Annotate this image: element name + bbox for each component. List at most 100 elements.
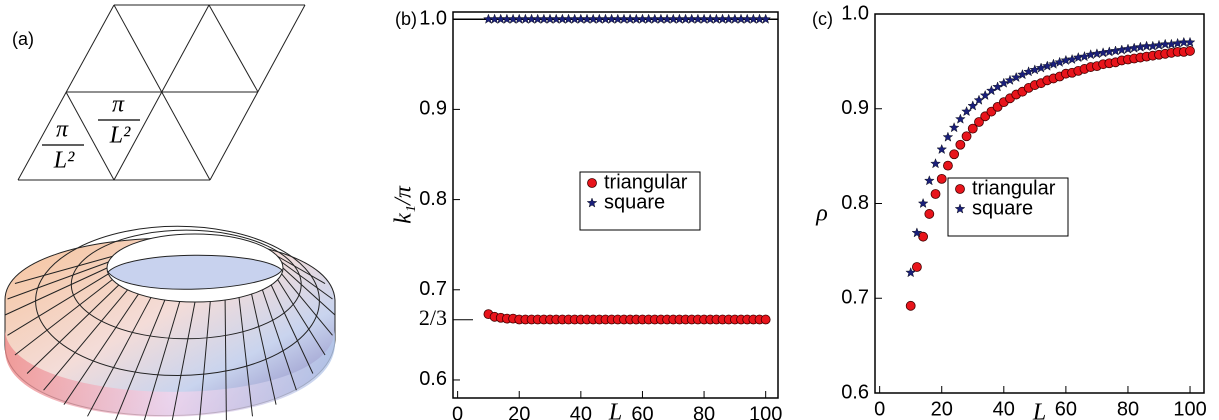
star-marker: [961, 106, 972, 117]
legend-box: [947, 177, 1069, 237]
mesh-line: [14, 255, 113, 285]
y-tick-label: 0.7: [419, 278, 447, 300]
star-marker: [955, 113, 966, 124]
mesh-line: [115, 299, 166, 420]
circle-marker: [936, 173, 947, 184]
y-tick-label: 0.9: [419, 98, 447, 120]
x-tick-label: 60: [1055, 398, 1077, 420]
mesh-line: [63, 293, 139, 405]
star-marker: [954, 203, 966, 214]
star-marker: [1017, 69, 1028, 80]
legend-label: square: [972, 197, 1033, 219]
x-tick-label: 100: [749, 403, 782, 420]
star-marker: [998, 77, 1010, 88]
legend-label: triangular: [972, 177, 1056, 199]
star-marker: [911, 227, 923, 238]
chart: (b) 0 20 40 60 80 100 0.6 2/3 0.7 0.8 0.9 1.0 Lk₁/π tr…: [391, 7, 783, 420]
mesh-line: [277, 255, 326, 284]
mesh-line: [261, 289, 297, 391]
mesh-line: [270, 284, 314, 374]
mesh-line: [7, 273, 109, 336]
mesh-line: [199, 301, 211, 420]
circle-marker: [961, 131, 972, 142]
circle-marker: [912, 262, 922, 272]
circle-marker: [967, 123, 978, 134]
circle-marker: [918, 231, 929, 242]
legend-box: [579, 171, 701, 231]
mesh-line: [4, 267, 108, 316]
x-axis-label: L: [1032, 400, 1046, 420]
circle-marker: [955, 184, 965, 194]
y-tick-label: 0.7: [841, 287, 869, 309]
circle-marker: [760, 314, 771, 325]
fraction: π L²: [42, 117, 84, 174]
circle-marker: [930, 189, 941, 199]
star-marker: [917, 197, 929, 208]
x-tick-label: 20: [508, 403, 530, 420]
star-marker: [1010, 71, 1022, 82]
plot-frame: [452, 11, 779, 399]
y-tick-label: 0.8: [419, 188, 447, 210]
circle-marker: [974, 117, 984, 127]
x-tick-label: 40: [570, 403, 592, 420]
triangular-lattice: [17, 4, 306, 181]
y-axis-label: ρ: [815, 201, 828, 227]
denominator: L²: [109, 123, 131, 149]
y-tick-label: 0.9: [841, 97, 869, 119]
star-marker: [936, 143, 948, 154]
star-marker: [948, 122, 960, 133]
circle-marker: [587, 178, 597, 188]
mesh-line: [281, 273, 333, 336]
mesh-line: [143, 301, 181, 420]
mesh-line: [43, 289, 128, 391]
mesh-line: [251, 293, 277, 405]
x-tick-label: 0: [452, 403, 463, 420]
circle-marker: [955, 139, 966, 150]
panel-label: (a): [12, 29, 34, 49]
panel-label: (b): [395, 9, 417, 29]
star-marker: [973, 94, 985, 105]
star-marker: [586, 197, 598, 208]
star-marker: [1004, 74, 1016, 85]
y-axis-label: k₁/π: [391, 185, 417, 224]
star-marker: [924, 175, 935, 186]
star-marker: [760, 13, 771, 24]
y-tick-label: 0.6: [419, 368, 447, 390]
circle-marker: [1185, 46, 1195, 56]
numerator: π: [112, 92, 125, 118]
mesh-ring: [35, 225, 320, 376]
x-axis-label: L: [608, 400, 622, 420]
denominator: L²: [53, 148, 75, 174]
circle-marker: [924, 209, 935, 219]
circle-marker: [905, 300, 916, 311]
x-tick-label: 0: [874, 398, 885, 420]
mesh-ring: [70, 229, 302, 340]
mesh-line: [224, 299, 227, 420]
y-tick-label: 1.0: [841, 2, 869, 24]
star-marker: [942, 131, 954, 142]
y-tick-label: 0.8: [841, 192, 869, 214]
x-tick-label: 80: [1117, 398, 1139, 420]
x-tick-label: 100: [1173, 398, 1206, 420]
y-tick-label: 1.0: [419, 7, 447, 29]
legend-label: square: [604, 191, 665, 213]
x-tick-label: 80: [693, 403, 715, 420]
star-marker: [930, 158, 941, 169]
x-tick-label: 40: [993, 398, 1015, 420]
star-marker: [986, 85, 997, 96]
mesh-line: [87, 297, 152, 417]
mesh-line: [171, 301, 196, 420]
mesh-line: [281, 261, 333, 300]
numerator: π: [56, 117, 69, 143]
y-tick-label: 2/3: [419, 305, 447, 330]
chart: (c) 0 20 40 60 80 100 0.6 0.7 0.8 0.9 1.0 Lρ triangul…: [812, 2, 1207, 420]
legend-label: triangular: [604, 171, 688, 193]
star-marker: [905, 267, 916, 278]
mesh-line: [14, 279, 113, 356]
mesh-line: [7, 261, 109, 300]
circle-marker: [943, 160, 953, 171]
mesh-line: [26, 284, 120, 374]
circle-marker: [949, 149, 960, 160]
